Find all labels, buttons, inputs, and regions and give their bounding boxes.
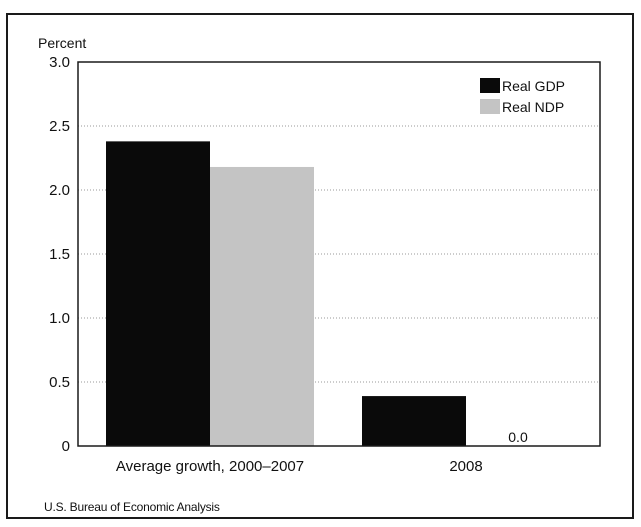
y-tick-label: 3.0 xyxy=(49,54,70,71)
y-tick-label: 0.5 xyxy=(49,374,70,391)
legend-swatch xyxy=(480,78,500,93)
plot-area xyxy=(77,61,601,447)
category-labels: Average growth, 2000–2007 2008 xyxy=(116,458,483,475)
y-ticks: 0 0.5 1.0 1.5 2.0 2.5 3.0 xyxy=(49,54,70,455)
y-tick-label: 0 xyxy=(62,438,70,455)
y-tick-label: 1.5 xyxy=(49,246,70,263)
category-label: Average growth, 2000–2007 xyxy=(116,458,304,475)
y-tick-label: 2.5 xyxy=(49,118,70,135)
source-note: U.S. Bureau of Economic Analysis xyxy=(44,500,220,514)
category-label: 2008 xyxy=(449,458,482,475)
data-labels: 0.0 xyxy=(508,429,528,445)
bar-real-gdp-1 xyxy=(362,396,466,446)
legend-swatch xyxy=(480,99,500,114)
legend-label: Real GDP xyxy=(502,78,565,94)
bars xyxy=(106,141,466,447)
legend: Real GDP Real NDP xyxy=(480,78,565,115)
y-axis-title: Percent xyxy=(38,35,86,51)
bar-real-ndp-0 xyxy=(210,166,314,446)
y-tick-label: 2.0 xyxy=(49,182,70,199)
y-tick-label: 1.0 xyxy=(49,310,70,327)
legend-label: Real NDP xyxy=(502,99,564,115)
bar-real-gdp-0 xyxy=(106,141,210,447)
data-label: 0.0 xyxy=(508,429,528,445)
